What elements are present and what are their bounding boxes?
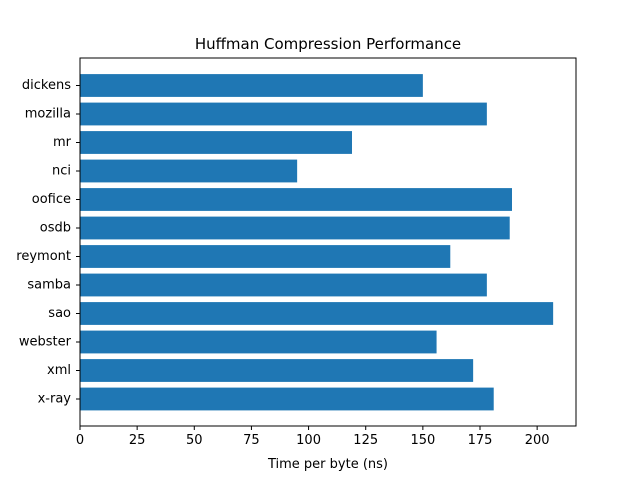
bar-webster bbox=[80, 330, 437, 354]
x-tick-label: 200 bbox=[525, 433, 550, 448]
y-tick-label: mr bbox=[53, 135, 72, 150]
bar-sao bbox=[80, 302, 554, 325]
bar-oofice bbox=[80, 188, 512, 211]
y-tick-label: mozilla bbox=[25, 107, 71, 122]
y-tick-label: osdb bbox=[40, 221, 71, 236]
y-tick-label: nci bbox=[52, 164, 71, 179]
x-tick-label: 125 bbox=[353, 433, 378, 448]
plot-frame bbox=[79, 57, 577, 427]
bar-reymont bbox=[80, 245, 451, 268]
bar-xml bbox=[80, 359, 474, 382]
bar-mr bbox=[80, 131, 352, 154]
bar-dickens bbox=[80, 74, 423, 97]
y-axis-ticks: dickens mozilla mr nci oofice osdb reymont samb… bbox=[16, 78, 80, 407]
y-tick-label: sao bbox=[48, 306, 71, 321]
y-tick-label: reymont bbox=[16, 249, 71, 264]
x-tick-label: 75 bbox=[243, 433, 260, 448]
y-tick-label: dickens bbox=[22, 78, 71, 93]
bar-x-ray bbox=[80, 387, 494, 411]
x-tick-label: 150 bbox=[410, 433, 435, 448]
y-tick-label: x-ray bbox=[38, 392, 72, 407]
x-tick-label: 50 bbox=[186, 433, 203, 448]
y-tick-label: samba bbox=[27, 278, 71, 293]
chart-title: Huffman Compression Performance bbox=[195, 35, 461, 53]
x-axis-ticks: 0 25 50 75 100 125 150 175 200 bbox=[76, 426, 550, 448]
y-tick-label: oofice bbox=[32, 192, 71, 207]
y-tick-label: webster bbox=[19, 335, 72, 350]
bars-group bbox=[80, 74, 554, 411]
bar-nci bbox=[80, 159, 298, 183]
x-tick-label: 175 bbox=[468, 433, 493, 448]
x-axis-label: Time per byte (ns) bbox=[267, 457, 388, 472]
x-tick-label: 100 bbox=[296, 433, 321, 448]
bar-osdb bbox=[80, 216, 510, 240]
x-tick-label: 25 bbox=[129, 433, 146, 448]
bar-samba bbox=[80, 273, 487, 297]
x-tick-label: 0 bbox=[76, 433, 84, 448]
bar-mozilla bbox=[80, 102, 487, 126]
y-tick-label: xml bbox=[47, 363, 71, 378]
